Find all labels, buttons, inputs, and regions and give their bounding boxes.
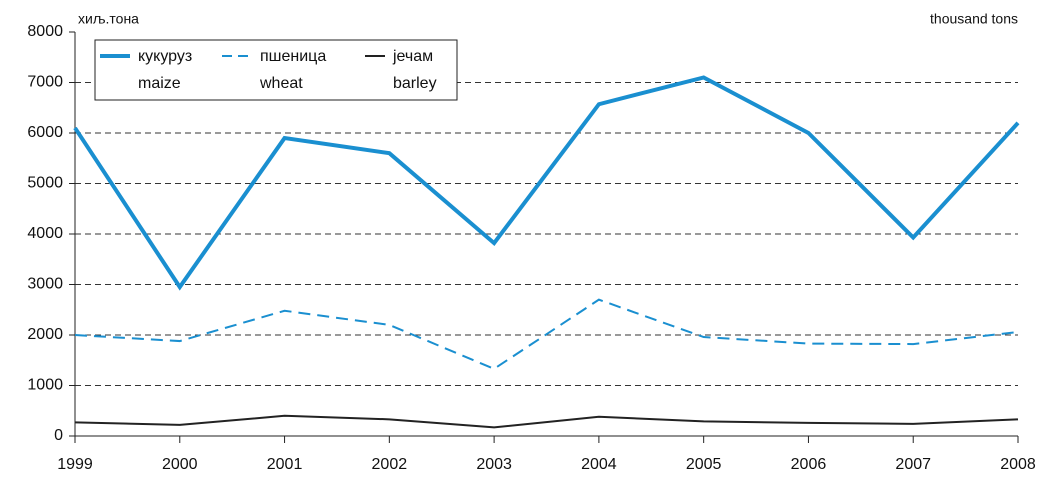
y-tick-label: 6000 bbox=[27, 124, 63, 141]
legend-label: јечам bbox=[392, 48, 433, 65]
x-tick-label: 2007 bbox=[895, 456, 931, 473]
legend-label-en: maize bbox=[138, 75, 181, 92]
y-tick-label: 3000 bbox=[27, 276, 63, 293]
y-tick-label: 1000 bbox=[27, 377, 63, 394]
x-tick-label: 2002 bbox=[372, 456, 408, 473]
legend-label: кукуруз bbox=[138, 48, 192, 65]
legend-label-en: wheat bbox=[259, 75, 303, 92]
y-unit-label: хиљ.тона bbox=[78, 11, 139, 27]
x-tick-label: 2000 bbox=[162, 456, 198, 473]
y-tick-label: 0 bbox=[54, 427, 63, 444]
series-line bbox=[74, 414, 1019, 429]
y-tick-label: 8000 bbox=[27, 23, 63, 40]
y-tick-label: 7000 bbox=[27, 74, 63, 91]
legend-box bbox=[94, 39, 458, 101]
x-tick-label: 2003 bbox=[476, 456, 512, 473]
x-tick-label: 2001 bbox=[267, 456, 303, 473]
y-tick-label: 2000 bbox=[27, 326, 63, 343]
y-tick-label: 4000 bbox=[27, 225, 63, 242]
legend-label: пшеница bbox=[260, 48, 326, 65]
series-line bbox=[73, 75, 1020, 291]
x-tick-label: 1999 bbox=[57, 456, 93, 473]
y-unit-label-en: thousand tons bbox=[930, 11, 1018, 27]
x-tick-label: 2004 bbox=[581, 456, 617, 473]
legend-label-en: barley bbox=[393, 75, 437, 92]
y-tick-label: 5000 bbox=[27, 175, 63, 192]
series-line bbox=[74, 298, 1019, 370]
x-tick-label: 2005 bbox=[686, 456, 722, 473]
x-tick-label: 2006 bbox=[791, 456, 827, 473]
x-tick-label: 2008 bbox=[1000, 456, 1036, 473]
